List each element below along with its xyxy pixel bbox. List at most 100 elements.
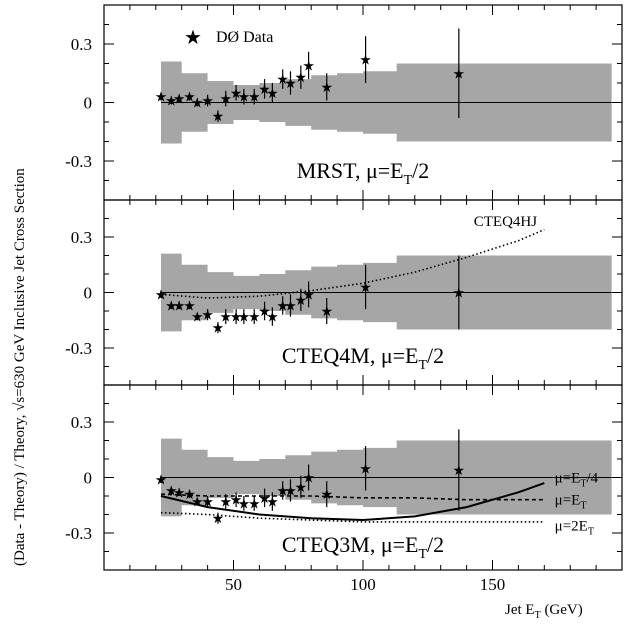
y-axis-label-suffix: s=630 GeV Inclusive Jet Cross Section [12, 168, 28, 403]
data-point: ★ [276, 299, 289, 314]
y-tick-label: 0 [84, 94, 93, 113]
legend-star-icon: ★ [184, 27, 202, 49]
data-point: ★ [238, 91, 251, 106]
data-point: ★ [212, 110, 225, 125]
data-point: ★ [173, 486, 186, 501]
theory-curve [160, 228, 545, 299]
y-tick-label: 0 [84, 284, 93, 303]
data-point: ★ [201, 309, 214, 324]
curve-label-main: μ=E [555, 493, 581, 509]
data-point: ★ [155, 288, 168, 303]
data-point: ★ [258, 83, 271, 98]
data-point: ★ [284, 484, 297, 499]
data-point: ★ [183, 299, 196, 314]
curve-label-sub: T [580, 501, 586, 512]
data-point: ★ [173, 299, 186, 314]
y-tick-label: -0.3 [65, 339, 92, 358]
data-point: ★ [230, 87, 243, 102]
data-point: ★ [219, 93, 232, 108]
data-point: ★ [212, 512, 225, 527]
data-point: ★ [201, 496, 214, 511]
panel-title-main: MRST, μ=E [297, 158, 404, 183]
data-point: ★ [165, 95, 178, 110]
panel-title-sub: T [418, 547, 427, 562]
curve-label-end: /4 [586, 471, 598, 487]
data-point: ★ [219, 496, 232, 511]
data-point: ★ [302, 288, 315, 303]
data-point: ★ [359, 54, 372, 69]
data-point: ★ [320, 488, 333, 503]
data-point: ★ [191, 496, 204, 511]
data-point: ★ [453, 287, 466, 302]
y-tick-label: 0.3 [71, 413, 92, 432]
panel-bottom: -0.300.350 100 150★★★★★★★★★★★★★★★★★★★ ★ μ=ET… [65, 384, 623, 594]
data-point: ★ [155, 473, 168, 488]
data-point: ★ [258, 492, 271, 507]
theory-curve [160, 511, 545, 523]
curve-label-sub: T [580, 479, 586, 490]
y-tick-label: 0.3 [71, 228, 92, 247]
x-axis-label-sub: T [535, 610, 541, 621]
data-point: ★ [248, 311, 261, 326]
y-axis-label-prefix: (Data - Theory) / Theory, [12, 411, 28, 566]
x-tick-label: 100 [350, 575, 376, 594]
curve-label: μ=ET [555, 493, 587, 512]
curve-annotation: CTEQ4HJ [474, 214, 537, 230]
panel-title-main: CTEQ4M, μ=E [282, 343, 419, 368]
y-tick-label: 0 [84, 469, 93, 488]
data-point: ★ [238, 497, 251, 512]
panel-title-main: CTEQ3M, μ=E [282, 532, 419, 557]
data-point: ★ [238, 311, 251, 326]
curve-label-main: μ=E [555, 471, 581, 487]
panel-title-sub: T [418, 358, 427, 373]
y-tick-label: 0.3 [71, 35, 92, 54]
curve-label-main: μ=2E [555, 519, 588, 535]
data-point: ★ [219, 311, 232, 326]
data-point: ★ [248, 91, 261, 106]
panel-title-sub: T [404, 173, 413, 188]
data-point: ★ [230, 311, 243, 326]
data-point: ★ [284, 77, 297, 92]
data-point: ★ [183, 488, 196, 503]
data-point: ★ [276, 73, 289, 88]
data-point: ★ [191, 97, 204, 112]
x-axis-label: Jet ET (GeV) [505, 602, 583, 621]
legend: ★ DØ Data [184, 27, 273, 49]
data-point: ★ [320, 305, 333, 320]
panel-title: MRST, μ=ET/2 [297, 158, 430, 188]
data-point: ★ [295, 71, 308, 86]
curve-label: μ=2ET [555, 519, 594, 538]
data-point: ★ [191, 311, 204, 326]
data-point: ★ [295, 481, 308, 496]
legend-label: DØ Data [216, 29, 273, 46]
data-point: ★ [266, 87, 279, 102]
data-point: ★ [266, 311, 279, 326]
data-point: ★ [201, 95, 214, 110]
data-point: ★ [258, 305, 271, 320]
panel-title-end: /2 [412, 158, 429, 183]
sqrt-sign: √ [12, 402, 28, 411]
panel-middle: -0.300.3★★★★★★★★★★★★★★★★★★★ ★CTEQ4HJCTEQ4… [65, 199, 623, 386]
x-tick-label: 50 [225, 575, 242, 594]
x-axis-label-unit: (GeV) [541, 602, 583, 618]
data-point: ★ [302, 472, 315, 487]
theory-curve [160, 482, 545, 522]
data-point: ★ [155, 91, 168, 106]
data-point: ★ [183, 91, 196, 106]
curve-label: μ=ET/4 [555, 471, 599, 490]
x-axis-label-main: Jet E [505, 602, 535, 618]
data-point: ★ [165, 299, 178, 314]
data-point: ★ [284, 299, 297, 314]
data-point: ★ [173, 93, 186, 108]
theory-curve [160, 493, 545, 501]
data-point: ★ [295, 294, 308, 309]
panel-top: -0.300.3★★★★★★★★★★★★★★★★★★★★MRST, μ=ET/2 [65, 4, 623, 201]
data-point: ★ [276, 484, 289, 499]
data-point: ★ [248, 497, 261, 512]
data-point: ★ [359, 281, 372, 296]
y-axis-label: (Data - Theory) / Theory, √s=630 GeV Inc… [12, 168, 28, 566]
data-point: ★ [453, 464, 466, 479]
data-point: ★ [165, 484, 178, 499]
data-point: ★ [453, 67, 466, 82]
